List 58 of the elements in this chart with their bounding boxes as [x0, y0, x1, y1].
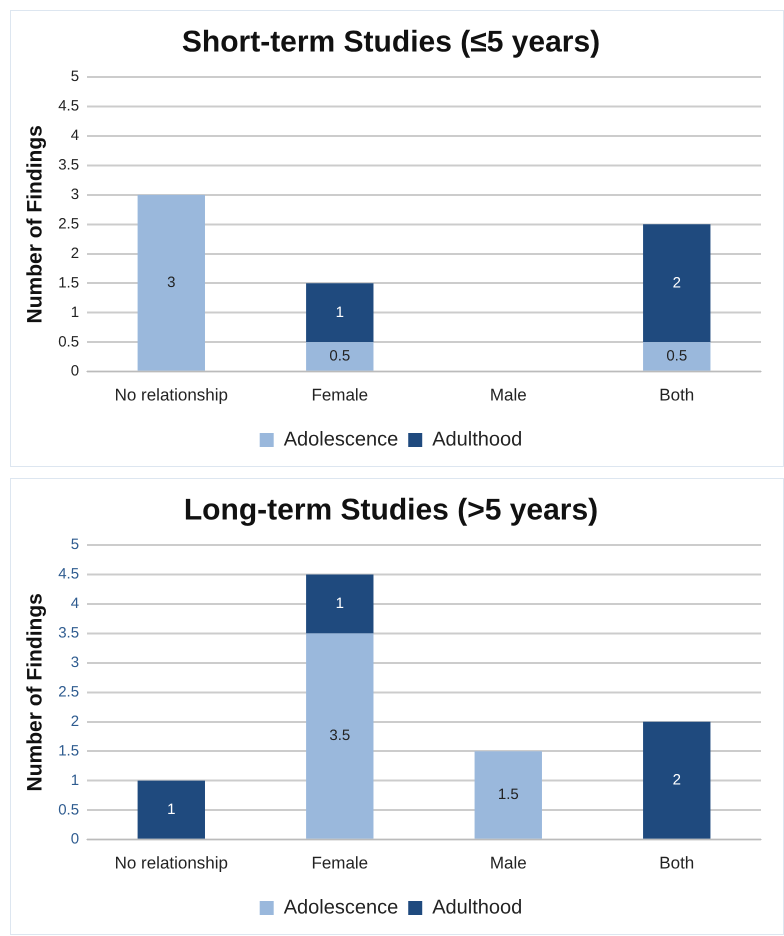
x-tick-label: No relationship — [114, 853, 228, 872]
data-label: 2 — [672, 274, 681, 292]
legend-label: Adulthood — [432, 428, 522, 451]
y-tick-label: 1.5 — [58, 274, 80, 292]
y-tick-label: 4 — [70, 127, 80, 144]
bar — [643, 722, 710, 839]
bar — [306, 574, 374, 634]
x-tick-label: Male — [490, 853, 527, 872]
y-tick-label: 2 — [70, 712, 80, 730]
y-tick-label: 4.5 — [58, 566, 80, 583]
x-tick-label: Male — [490, 385, 527, 404]
y-tick-label: 4.5 — [58, 98, 80, 115]
data-label: 1 — [167, 800, 176, 818]
data-label: 0.5 — [329, 348, 350, 365]
data-label: 2 — [672, 771, 681, 788]
bar — [306, 342, 374, 371]
y-tick-label: 2.5 — [58, 683, 80, 700]
y-tick-label: 0 — [70, 362, 80, 380]
data-label: 3 — [167, 274, 176, 291]
bar — [306, 633, 374, 839]
bar — [306, 283, 374, 342]
y-axis-title: Number of Findings — [23, 593, 46, 792]
y-axis-title: Number of Findings — [23, 125, 46, 324]
legend-label: Adolescence — [284, 428, 398, 451]
data-label: 1 — [336, 304, 344, 321]
y-tick-label: 1 — [70, 772, 80, 789]
legend-label: Adolescence — [284, 896, 398, 919]
y-tick-label: 1 — [70, 304, 80, 321]
data-label: 3.5 — [329, 727, 350, 744]
bar — [138, 194, 205, 371]
y-tick-label: 0.5 — [58, 333, 80, 350]
chart-title: Short-term Studies (≤5 years) — [182, 25, 600, 58]
y-tick-label: 2 — [70, 244, 80, 262]
data-label: 1 — [336, 595, 344, 612]
chart-title: Long-term Studies (>5 years) — [184, 493, 598, 526]
bar — [474, 751, 542, 839]
y-tick-label: 3.5 — [58, 624, 80, 642]
y-tick-label: 5 — [70, 68, 80, 86]
bar — [643, 224, 710, 342]
y-tick-label: 5 — [70, 536, 80, 554]
x-tick-label: Female — [311, 385, 368, 404]
y-tick-label: 1.5 — [58, 742, 80, 760]
data-label: 1.5 — [498, 786, 519, 804]
y-tick-label: 0 — [70, 830, 80, 848]
y-tick-label: 4 — [70, 595, 80, 612]
y-tick-label: 3 — [70, 654, 80, 671]
y-tick-label: 0.5 — [58, 801, 80, 818]
x-tick-label: Both — [659, 853, 694, 872]
legend-label: Adulthood — [432, 896, 522, 919]
y-tick-label: 3.5 — [58, 156, 80, 174]
y-tick-label: 3 — [70, 186, 80, 203]
bar — [138, 780, 205, 839]
y-tick-label: 2.5 — [58, 215, 80, 232]
data-label: 0.5 — [666, 348, 688, 365]
bar — [643, 342, 710, 371]
x-tick-label: Both — [659, 385, 694, 404]
x-tick-label: Female — [311, 853, 368, 872]
x-tick-label: No relationship — [114, 385, 228, 404]
